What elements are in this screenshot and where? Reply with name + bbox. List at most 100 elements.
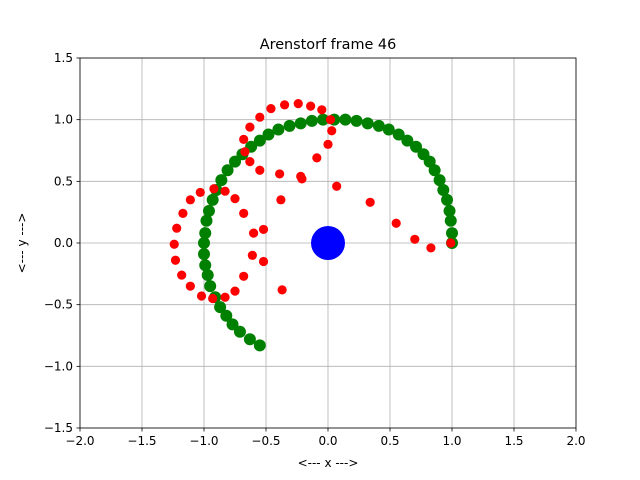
chart-title: Arenstorf frame 46 — [260, 37, 396, 53]
moon-path-series — [198, 113, 458, 352]
moon-path-point — [199, 259, 212, 272]
moon-path-point — [233, 325, 246, 338]
satellite-path-point — [178, 208, 188, 218]
moon-path-point — [410, 140, 423, 153]
moon-path-point — [433, 174, 446, 187]
x-tick-label: −0.5 — [251, 434, 280, 448]
satellite-path-point — [247, 250, 257, 260]
satellite-path-point — [239, 134, 249, 144]
satellite-path-point — [209, 184, 219, 194]
satellite-path-point — [245, 157, 255, 167]
moon-path-point — [201, 269, 214, 282]
y-tick-label: 0.0 — [54, 236, 73, 250]
satellite-path-point — [245, 122, 255, 132]
moon-path-point — [392, 128, 405, 141]
moon-path-point — [198, 248, 210, 261]
earth-marker-layer — [311, 226, 345, 260]
satellite-path-point — [195, 187, 205, 198]
moon-path-point — [441, 193, 454, 206]
y-tick-label: 0.5 — [54, 174, 73, 188]
satellite-path-point — [177, 270, 187, 280]
moon-path-point — [446, 227, 458, 240]
satellite-path-point — [258, 224, 269, 235]
satellite-path-point — [266, 103, 276, 114]
satellite-path-point — [220, 292, 230, 302]
satellite-path-point — [185, 281, 195, 291]
satellite-path-point — [169, 239, 179, 249]
moon-path-point — [361, 117, 374, 130]
satellite-path-point — [332, 181, 342, 191]
satellite-path-point — [230, 194, 240, 204]
x-tick-label: 1.5 — [504, 434, 523, 448]
satellite-path-point — [276, 195, 286, 205]
satellite-path-point — [255, 112, 265, 122]
moon-path-point — [199, 227, 212, 240]
x-tick-label: 1.0 — [442, 434, 461, 448]
y-axis-label: <--- y ---> — [15, 213, 29, 274]
moon-path-point — [253, 134, 266, 147]
satellite-path-point — [365, 197, 375, 207]
satellite-path-point — [410, 234, 420, 244]
moon-path-point — [262, 128, 275, 141]
x-axis-label: <--- x ---> — [298, 456, 359, 470]
satellite-path-point — [220, 186, 230, 196]
satellite-path-point — [258, 256, 269, 267]
moon-path-point — [214, 301, 227, 314]
satellite-path-point — [249, 228, 259, 238]
y-tick-label: −1.0 — [44, 359, 73, 373]
moon-path-point — [305, 114, 318, 127]
moon-path-point — [202, 204, 215, 217]
moon-path-point — [220, 309, 233, 322]
satellite-path-series — [169, 99, 456, 304]
satellite-path-point — [208, 293, 218, 304]
satellite-path-point — [426, 243, 436, 253]
satellite-path-point — [280, 100, 290, 110]
moon-path-point — [350, 114, 363, 127]
satellite-path-point — [317, 105, 327, 115]
x-tick-label: 2.0 — [566, 434, 585, 448]
satellite-path-point — [185, 195, 195, 205]
x-tick-label: −1.0 — [189, 434, 218, 448]
moon-path-point — [272, 123, 285, 136]
satellite-path-point — [446, 238, 456, 248]
y-tick-label: −1.5 — [44, 421, 73, 435]
moon-path-point — [221, 164, 234, 177]
moon-path-point — [444, 214, 457, 227]
satellite-path-point — [312, 153, 322, 163]
x-tick-label: 0.5 — [380, 434, 399, 448]
moon-path-point — [229, 155, 241, 168]
satellite-path-point — [196, 291, 207, 301]
y-tick-label: 1.0 — [54, 113, 73, 127]
moon-path-point — [243, 333, 256, 346]
x-tick-label: 0.0 — [318, 434, 337, 448]
moon-path-point — [206, 193, 219, 206]
moon-path-point — [437, 183, 450, 196]
satellite-path-point — [239, 208, 249, 218]
moon-path-point — [204, 280, 217, 293]
satellite-path-point — [306, 101, 316, 111]
satellite-path-point — [277, 285, 287, 295]
satellite-path-point — [230, 286, 240, 296]
satellite-path-point — [325, 115, 336, 125]
moon-path-point — [339, 113, 352, 126]
satellite-path-point — [293, 99, 303, 109]
moon-path-point — [443, 204, 456, 217]
satellite-path-point — [296, 171, 306, 181]
moon-path-point — [215, 174, 228, 187]
satellite-path-point — [172, 223, 182, 233]
moon-path-point — [200, 214, 213, 227]
moon-path-point — [226, 318, 239, 331]
moon-path-point — [417, 148, 430, 161]
moon-path-point — [253, 339, 266, 352]
x-tick-label: −1.5 — [127, 434, 156, 448]
x-tick-label: −2.0 — [65, 434, 94, 448]
axis-ticks: −2.0 −1.5 −1.0 −0.5 0.0 0.5 1.0 1.5 2.0−1.5−1.0−… — [44, 51, 586, 448]
earth-marker — [311, 226, 345, 260]
satellite-path-point — [240, 147, 250, 157]
moon-path-point — [382, 123, 395, 136]
satellite-path-point — [275, 169, 285, 179]
moon-path-point — [294, 117, 307, 130]
satellite-path-point — [255, 165, 265, 175]
satellite-path-point — [323, 139, 333, 149]
